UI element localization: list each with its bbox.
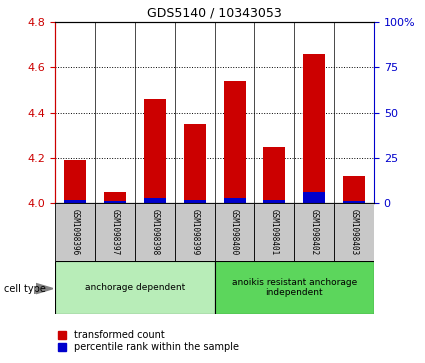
Bar: [104, 201, 126, 203]
Bar: [144, 198, 166, 203]
Bar: [343, 176, 365, 203]
Bar: [95, 203, 135, 261]
Bar: [215, 203, 255, 261]
Title: GDS5140 / 10343053: GDS5140 / 10343053: [147, 6, 282, 19]
Bar: [264, 200, 285, 203]
Bar: [224, 198, 246, 203]
Bar: [55, 203, 95, 261]
Bar: [135, 203, 175, 261]
Bar: [294, 203, 334, 261]
Bar: [334, 203, 374, 261]
Bar: [184, 200, 206, 203]
Bar: [215, 261, 374, 314]
Text: GSM1098398: GSM1098398: [150, 209, 159, 256]
Text: anchorage dependent: anchorage dependent: [85, 283, 185, 292]
Legend: transformed count, percentile rank within the sample: transformed count, percentile rank withi…: [58, 330, 238, 352]
Bar: [144, 99, 166, 203]
Text: GSM1098402: GSM1098402: [310, 209, 319, 256]
Bar: [64, 200, 86, 203]
Text: GSM1098400: GSM1098400: [230, 209, 239, 256]
Text: GSM1098396: GSM1098396: [71, 209, 79, 256]
Text: cell type: cell type: [4, 284, 46, 294]
Bar: [264, 147, 285, 203]
Bar: [55, 261, 215, 314]
Text: GSM1098397: GSM1098397: [110, 209, 119, 256]
Bar: [303, 192, 325, 203]
Bar: [104, 192, 126, 203]
Bar: [303, 53, 325, 203]
Text: anoikis resistant anchorage
independent: anoikis resistant anchorage independent: [232, 278, 357, 297]
Bar: [343, 201, 365, 203]
Bar: [64, 160, 86, 203]
Polygon shape: [36, 284, 53, 294]
Text: GSM1098403: GSM1098403: [350, 209, 359, 256]
Text: GSM1098401: GSM1098401: [270, 209, 279, 256]
Bar: [184, 124, 206, 203]
Bar: [224, 81, 246, 203]
Text: GSM1098399: GSM1098399: [190, 209, 199, 256]
Bar: [255, 203, 294, 261]
Bar: [175, 203, 215, 261]
